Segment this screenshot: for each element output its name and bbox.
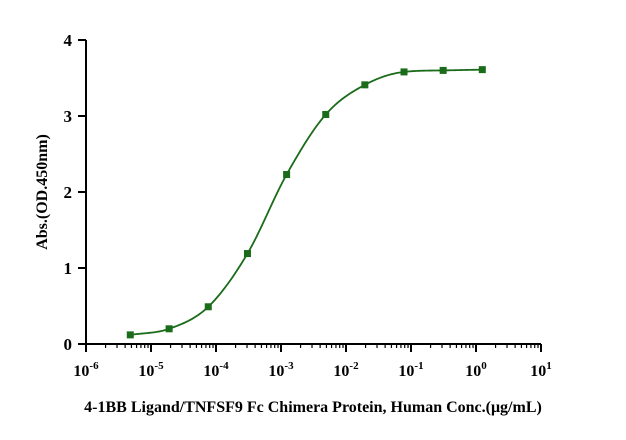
x-tick-label: 100	[465, 360, 487, 380]
axes	[78, 39, 542, 352]
x-tick-label: 101	[530, 360, 552, 380]
y-tick-label: 0	[64, 335, 73, 354]
fit-curve-layer	[130, 68, 483, 336]
y-tick-label: 2	[64, 183, 73, 202]
data-point	[400, 68, 408, 76]
y-axis-label: Abs.(OD.450nm)	[34, 134, 51, 250]
data-point	[283, 171, 291, 179]
data-point	[478, 66, 486, 74]
x-tick-label: 10-1	[398, 360, 423, 380]
x-axis-label: 4-1BB Ligand/TNFSF9 Fc Chimera Protein, …	[84, 399, 542, 416]
x-tick-label: 10-2	[333, 360, 359, 380]
tick-labels: 0 1 2 3 4 10-6 10-5 10-4 10-3 10-2 10-1 100 101	[64, 31, 552, 380]
data-point	[322, 110, 330, 118]
y-tick-label: 4	[64, 31, 73, 50]
x-tick-label: 10-3	[268, 360, 294, 380]
data-point	[243, 250, 251, 258]
x-tick-label: 10-6	[73, 360, 99, 380]
data-point	[204, 303, 212, 311]
data-point	[361, 81, 369, 89]
data-points-layer	[126, 66, 486, 339]
fit-curve	[130, 68, 483, 336]
data-point	[126, 331, 134, 339]
y-tick-label: 3	[64, 107, 73, 126]
x-tick-label: 10-4	[203, 360, 229, 380]
data-point	[439, 66, 447, 74]
x-tick-label: 10-5	[138, 360, 164, 380]
data-point	[165, 325, 173, 333]
y-tick-label: 1	[64, 259, 73, 278]
